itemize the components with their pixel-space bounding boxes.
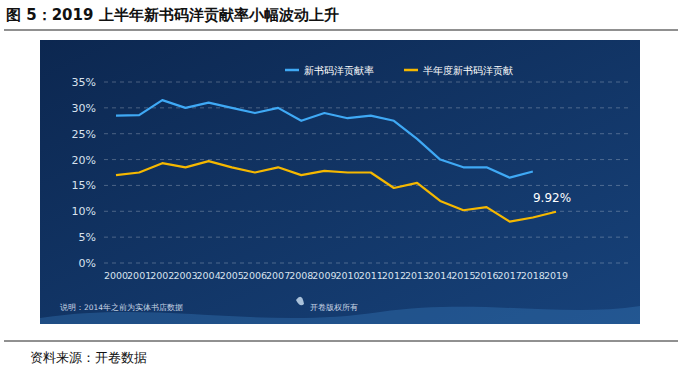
y-tick-label: 30%: [72, 102, 96, 115]
x-tick-label: 2007: [266, 270, 290, 281]
x-tick-label: 2010: [335, 270, 359, 281]
title: 图 5：2019 上半年新书码洋贡献率小幅波动上升: [6, 6, 339, 24]
legend-label: 新书码洋贡献率: [304, 65, 374, 76]
legend-swatch: [285, 69, 299, 72]
y-tick-label: 15%: [72, 179, 96, 192]
logo: [296, 297, 304, 306]
x-tick-label: 2001: [127, 270, 151, 281]
grid-line: [104, 159, 628, 160]
y-tick-label: 10%: [72, 205, 96, 218]
x-tick-label: 2003: [173, 270, 197, 281]
x-tick-label: 2008: [289, 270, 313, 281]
x-tick-label: 2002: [150, 270, 174, 281]
data-label: 9.92%: [533, 191, 571, 205]
x-tick-label: 2012: [382, 270, 406, 281]
x-tick-label: 2017: [498, 270, 522, 281]
page: 图 5：2019 上半年新书码洋贡献率小幅波动上升 0% 5% 10% 15% 20% 25…: [0, 0, 682, 390]
x-tick-label: 2011: [359, 270, 383, 281]
y-tick-label: 35%: [72, 76, 96, 89]
header-rule: [4, 29, 678, 30]
x-tick-label: 2016: [474, 270, 498, 281]
x-tick-label: 2006: [243, 270, 267, 281]
legend-label: 半年度新书码洋贡献: [423, 65, 513, 76]
x-tick-label: 2014: [428, 270, 452, 281]
x-tick-label: 2015: [451, 270, 475, 281]
x-tick-label: 2004: [197, 270, 221, 281]
grid-line: [104, 82, 628, 83]
grid-line: [104, 133, 628, 134]
x-tick-label: 2019: [544, 270, 568, 281]
y-tick-label: 20%: [72, 154, 96, 167]
x-tick-label: 2018: [521, 270, 545, 281]
x-tick-label: 2005: [220, 270, 244, 281]
annotation: 说明：2014年之前为实体书店数据: [60, 303, 183, 312]
x-tick-label: 2013: [405, 270, 429, 281]
source-rule: [4, 341, 678, 342]
grid-line: [104, 185, 628, 186]
grid-line: [104, 211, 628, 212]
y-tick-label: 0%: [79, 257, 96, 270]
y-tick-label: 5%: [79, 231, 96, 244]
annotation: 开卷版权所有: [310, 303, 358, 312]
grid-line: [104, 237, 628, 238]
grid-line: [104, 263, 628, 264]
y-tick-label: 25%: [72, 128, 96, 141]
panel: [40, 40, 640, 324]
source: 资料来源：开卷数据: [30, 350, 147, 365]
series-line: [116, 161, 556, 222]
plot-area: [116, 100, 556, 222]
legend-swatch: [404, 69, 418, 72]
x-tick-label: 2009: [312, 270, 336, 281]
x-tick-label: 2000: [104, 270, 128, 281]
